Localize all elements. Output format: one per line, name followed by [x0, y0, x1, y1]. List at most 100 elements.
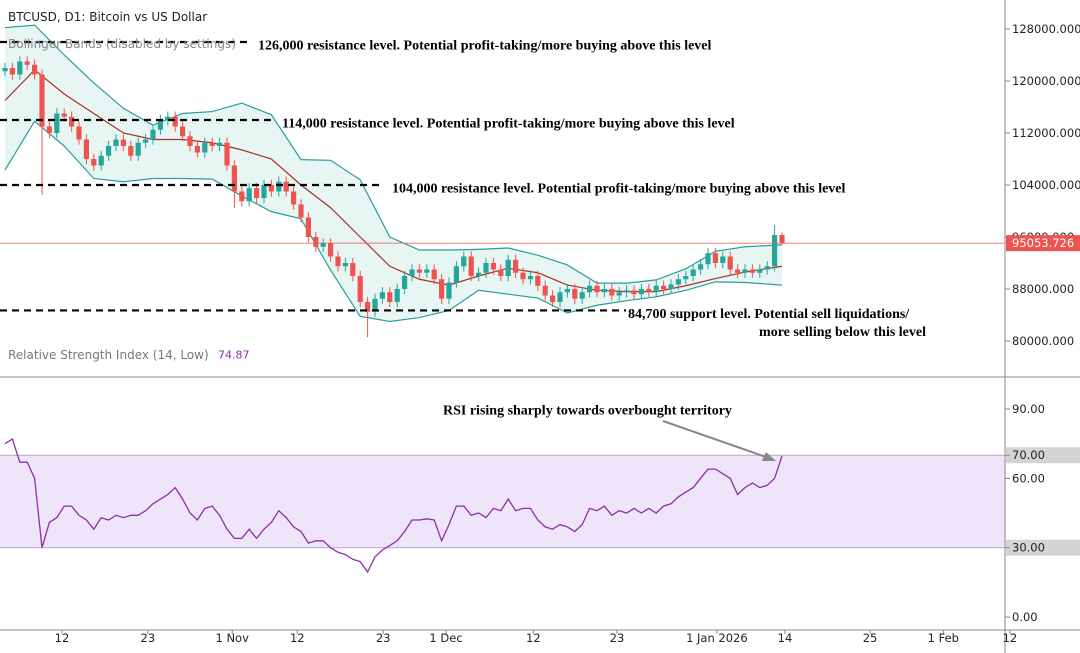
candle-body [490, 262, 497, 270]
candle-body [335, 256, 341, 267]
candle-body [616, 292, 622, 296]
candle-body [2, 67, 8, 72]
y-tick-label: 60.00 [1012, 471, 1045, 485]
x-tick-label: 1 Feb [928, 631, 959, 645]
x-tick-label: 1 Nov [215, 631, 249, 645]
chart-title: BTCUSD, D1: Bitcoin vs US Dollar [8, 10, 207, 24]
candle-body [394, 288, 400, 302]
candle-body [76, 126, 82, 140]
candle-body [646, 288, 652, 292]
candle-body [46, 126, 53, 133]
candle-body [424, 269, 430, 273]
candle-body [217, 142, 223, 146]
band-upper [4, 24, 783, 284]
candle-body [39, 74, 45, 127]
candle-body [17, 61, 23, 75]
candle-body [735, 269, 741, 273]
candle-body [705, 253, 711, 265]
y-tick-label: 0.00 [1012, 610, 1038, 624]
candle-body [653, 285, 659, 292]
candle-body [557, 292, 563, 302]
candle-body [476, 272, 482, 276]
candle-body [239, 191, 245, 202]
candle-body [313, 236, 319, 247]
y-tick-label: 90.00 [1012, 402, 1045, 416]
candle-body [372, 298, 378, 312]
candle-body [550, 295, 556, 302]
candle-body [83, 139, 90, 159]
candle-body [483, 262, 489, 273]
tick-highlight [1006, 447, 1080, 464]
last-price-box [1006, 235, 1080, 252]
candle-body [291, 191, 297, 205]
candle-body [187, 136, 193, 146]
candle-body [157, 119, 164, 130]
candle-body [283, 181, 289, 192]
y-tick-label: 30.00 [1012, 541, 1045, 555]
candle-body [409, 269, 415, 276]
candle-body [143, 139, 149, 143]
candle-body [638, 288, 645, 295]
candle-body [9, 67, 16, 75]
x-tick-label: 1 Dec [429, 631, 462, 645]
candle-body [379, 292, 386, 299]
candle-body [254, 188, 260, 198]
candle-body [305, 217, 312, 237]
x-tick-label: 12 [1003, 631, 1018, 645]
candle-body [527, 275, 534, 280]
candle-body [113, 139, 119, 146]
rsi-line [4, 437, 783, 574]
y-tick-label: 120000.000 [1012, 74, 1080, 88]
candle-body [439, 279, 445, 299]
x-tick-label: 12 [526, 631, 541, 645]
candle-body [498, 269, 504, 276]
candle-body [172, 116, 178, 127]
rsi-current-value: 74.87 [218, 349, 250, 362]
candle-body [209, 142, 215, 146]
candle-body [180, 126, 186, 137]
candle-body [246, 188, 252, 202]
annotation-arrow [662, 420, 767, 458]
candle-body [757, 269, 763, 273]
candle-body [350, 262, 356, 276]
candle-body [224, 142, 230, 166]
candle-body [609, 288, 615, 296]
candle-body [416, 269, 423, 273]
candle-body [772, 235, 778, 267]
y-tick-label: 104000.000 [1012, 178, 1080, 192]
y-tick-label: 88000.000 [1012, 282, 1074, 296]
plot-layer: 80000.00088000.00096000.000104000.000112… [0, 22, 1080, 574]
candle-body [572, 288, 578, 299]
tick-highlight [1006, 539, 1080, 556]
candle-body [91, 158, 97, 166]
y-tick-label: 70.00 [1012, 448, 1045, 462]
candle-body [624, 290, 630, 293]
candle-body [698, 264, 704, 270]
candle-body [564, 288, 571, 293]
candle-body [150, 129, 156, 140]
level-annotation: 104,000 resistance level. Potential prof… [392, 181, 846, 196]
candle-body [431, 269, 437, 280]
candle-body [387, 292, 393, 302]
candle-body [128, 145, 134, 156]
candle-body [54, 113, 60, 133]
candle-body [135, 142, 141, 156]
candle-body [69, 116, 75, 127]
candle-body [357, 275, 363, 302]
x-tick-label: 23 [376, 631, 391, 645]
x-tick-label: 14 [778, 631, 793, 645]
arrow-head [762, 452, 776, 461]
x-tick-label: 23 [610, 631, 625, 645]
candle-body [106, 145, 112, 156]
x-tick-label: 12 [55, 631, 70, 645]
candle-body [365, 301, 371, 312]
y-tick-label: 112000.000 [1012, 126, 1080, 140]
candle-body [579, 292, 585, 299]
indicator-label: Bollinger Bands (disabled by settings) [8, 37, 236, 51]
candle-body [320, 243, 326, 247]
rsi-title: Relative Strength Index (14, Low) [8, 348, 209, 362]
candle-body [668, 284, 674, 289]
candle-body [268, 184, 275, 192]
level-annotation: 114,000 resistance level. Potential prof… [282, 116, 735, 131]
